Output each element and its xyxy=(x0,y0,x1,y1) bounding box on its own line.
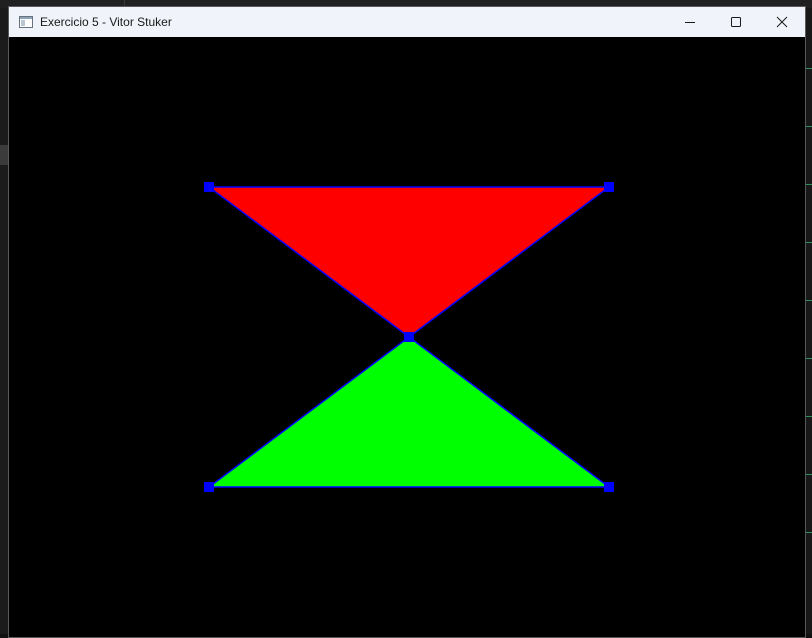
bottom-triangle xyxy=(206,336,612,488)
opengl-canvas[interactable] xyxy=(9,37,805,637)
vertex-marker-bottom-right xyxy=(604,482,614,492)
close-button[interactable] xyxy=(759,7,805,37)
background-taskbar-strip xyxy=(0,0,812,8)
vertex-marker-bottom-left xyxy=(204,482,214,492)
vertex-marker-top-left xyxy=(204,182,214,192)
drawing-surface xyxy=(204,182,614,492)
close-icon xyxy=(776,16,788,28)
title-bar[interactable]: Exercicio 5 - Vitor Stuker xyxy=(9,7,805,37)
window-title: Exercicio 5 - Vitor Stuker xyxy=(40,15,172,29)
background-window-edge-left xyxy=(0,8,10,638)
vertex-marker-center xyxy=(404,332,414,342)
top-triangle xyxy=(206,186,612,338)
app-window: Exercicio 5 - Vitor Stuker xyxy=(8,6,806,638)
app-window-icon[interactable] xyxy=(18,14,34,30)
vertex-marker-top-right xyxy=(604,182,614,192)
caption-buttons xyxy=(667,7,805,37)
background-window-edge-right xyxy=(806,8,812,638)
maximize-button[interactable] xyxy=(713,7,759,37)
minimize-button[interactable] xyxy=(667,7,713,37)
minimize-icon xyxy=(685,22,695,23)
maximize-icon xyxy=(731,17,741,27)
